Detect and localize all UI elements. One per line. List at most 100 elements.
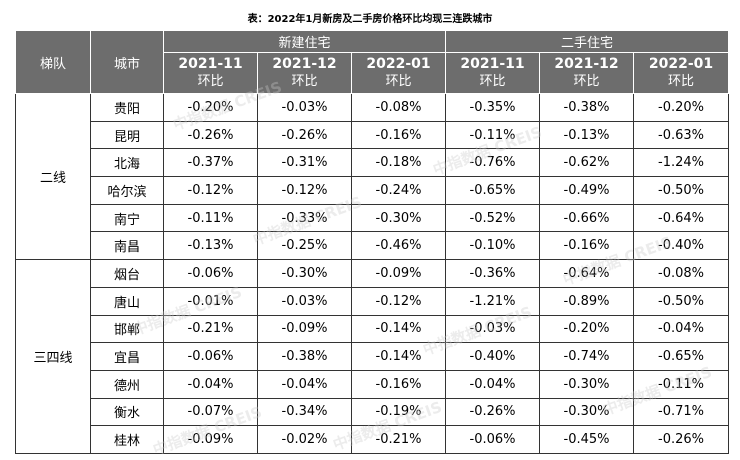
value: -0.71%: [633, 397, 729, 427]
header-row: 2021-11 环比 2021-12 环比 2022-01 环比 2021-11 环比 2021…: [16, 52, 729, 94]
value: -0.40%: [633, 231, 729, 261]
value: -0.30%: [351, 203, 446, 233]
period-sub: 环比: [197, 74, 224, 89]
value: -0.74%: [539, 342, 634, 371]
value: -0.04%: [445, 369, 540, 399]
value: -0.30%: [257, 259, 352, 288]
data-row: 南昌 -0.13% -0.25% -0.46% -0.10% -0.16% -0.40%: [16, 231, 729, 261]
value: -0.30%: [539, 397, 634, 427]
city: 北海: [90, 148, 164, 178]
value: -0.13%: [163, 231, 258, 261]
tier: 二线: [15, 92, 91, 261]
value: -0.26%: [445, 397, 540, 427]
value: -0.38%: [539, 93, 634, 122]
value: -0.06%: [163, 342, 258, 371]
value: -0.09%: [163, 425, 258, 454]
value: -0.31%: [257, 148, 352, 178]
tier: 三四线: [15, 259, 91, 454]
value: -0.25%: [257, 231, 352, 261]
header-row: 梯队 城市 新建住宅 二手住宅: [15, 30, 729, 94]
data-row: 桂林 -0.09% -0.02% -0.21% -0.06% -0.45% -0.26%: [16, 425, 729, 454]
group-header: 新建住宅: [163, 30, 446, 53]
value: -0.04%: [257, 369, 352, 399]
value: -0.50%: [633, 286, 729, 316]
value: -1.21%: [445, 286, 540, 316]
value: -0.12%: [351, 286, 446, 316]
value: -0.33%: [257, 203, 352, 233]
value: -0.30%: [539, 369, 634, 399]
period: 2021-12: [554, 56, 619, 72]
period: 2022-01: [366, 56, 431, 72]
value: -0.21%: [351, 425, 446, 454]
value: -0.52%: [445, 203, 540, 233]
value: -0.46%: [351, 231, 446, 261]
value: -0.14%: [351, 342, 446, 371]
city: 邯郸: [90, 314, 164, 344]
group-header: 二手住宅: [445, 30, 729, 53]
value: -0.20%: [539, 314, 634, 344]
value: -0.76%: [445, 148, 540, 178]
data-row: 三四线 烟台 -0.06% -0.30% -0.09% -0.36% -0.64% -0.08…: [15, 259, 729, 454]
table: 梯队 城市 新建住宅 二手住宅 2021-11 环比 2021-12 环比 2022-01 环比 2…: [15, 30, 729, 454]
value: -0.63%: [633, 120, 729, 150]
tier-header: 梯队: [15, 30, 91, 94]
value: -0.40%: [445, 342, 540, 371]
period-header: 2021-12 环比: [539, 52, 634, 94]
period-sub: 环比: [385, 74, 412, 89]
data-row: 唐山 -0.01% -0.03% -0.12% -1.21% -0.89% -0.50%: [16, 286, 729, 316]
value: -0.45%: [539, 425, 634, 454]
data-row: 邯郸 -0.21% -0.09% -0.14% -0.03% -0.20% -0.04%: [16, 314, 729, 344]
value: -0.03%: [445, 314, 540, 344]
city: 烟台: [90, 259, 164, 288]
period: 2021-11: [178, 56, 243, 72]
period-sub: 环比: [291, 74, 318, 89]
period-header: 2022-01 环比: [351, 52, 446, 94]
period-header: 2021-11 环比: [163, 52, 258, 94]
value: -0.08%: [633, 259, 729, 288]
value: -0.11%: [445, 120, 540, 150]
value: -1.24%: [633, 148, 729, 178]
value: -0.35%: [445, 93, 540, 122]
value: -0.50%: [633, 176, 729, 205]
value: -0.16%: [351, 369, 446, 399]
city: 哈尔滨: [90, 176, 164, 205]
value: -0.26%: [257, 120, 352, 150]
value: -0.20%: [633, 93, 729, 122]
value: -0.34%: [257, 397, 352, 427]
data-row: 昆明 -0.26% -0.26% -0.16% -0.11% -0.13% -0.63%: [16, 120, 729, 150]
value: -0.64%: [539, 259, 634, 288]
value: -0.04%: [633, 314, 729, 344]
city: 南宁: [90, 203, 164, 233]
value: -0.24%: [351, 176, 446, 205]
city: 南昌: [90, 231, 164, 261]
value: -0.19%: [351, 397, 446, 427]
city: 昆明: [90, 120, 164, 150]
value: -0.02%: [257, 425, 352, 454]
value: -0.21%: [163, 314, 258, 344]
city: 唐山: [90, 286, 164, 316]
value: -0.03%: [257, 286, 352, 316]
value: -0.13%: [539, 120, 634, 150]
value: -0.11%: [163, 203, 258, 233]
title: 表：2022年1月新房及二手房价格环比均现三连跌城市: [247, 14, 493, 25]
value: -0.09%: [351, 259, 446, 288]
city: 衡水: [90, 397, 164, 427]
value: -0.16%: [351, 120, 446, 150]
period-sub: 环比: [479, 74, 506, 89]
data-row: 衡水 -0.07% -0.34% -0.19% -0.26% -0.30% -0.71%: [16, 397, 729, 427]
data-row: 德州 -0.04% -0.04% -0.16% -0.04% -0.30% -0.11%: [16, 369, 729, 399]
value: -0.18%: [351, 148, 446, 178]
data-row: 二线 贵阳 -0.20% -0.03% -0.08% -0.35% -0.38% -0.20%: [15, 92, 729, 261]
value: -0.07%: [163, 397, 258, 427]
value: -0.10%: [445, 231, 540, 261]
value: -0.62%: [539, 148, 634, 178]
value: -0.20%: [163, 93, 258, 122]
value: -0.65%: [633, 342, 729, 371]
value: -0.06%: [445, 425, 540, 454]
value: -0.16%: [539, 231, 634, 261]
city-header: 城市: [90, 30, 164, 94]
value: -0.64%: [633, 203, 729, 233]
value: -0.06%: [163, 259, 258, 288]
city: 贵阳: [90, 93, 164, 122]
